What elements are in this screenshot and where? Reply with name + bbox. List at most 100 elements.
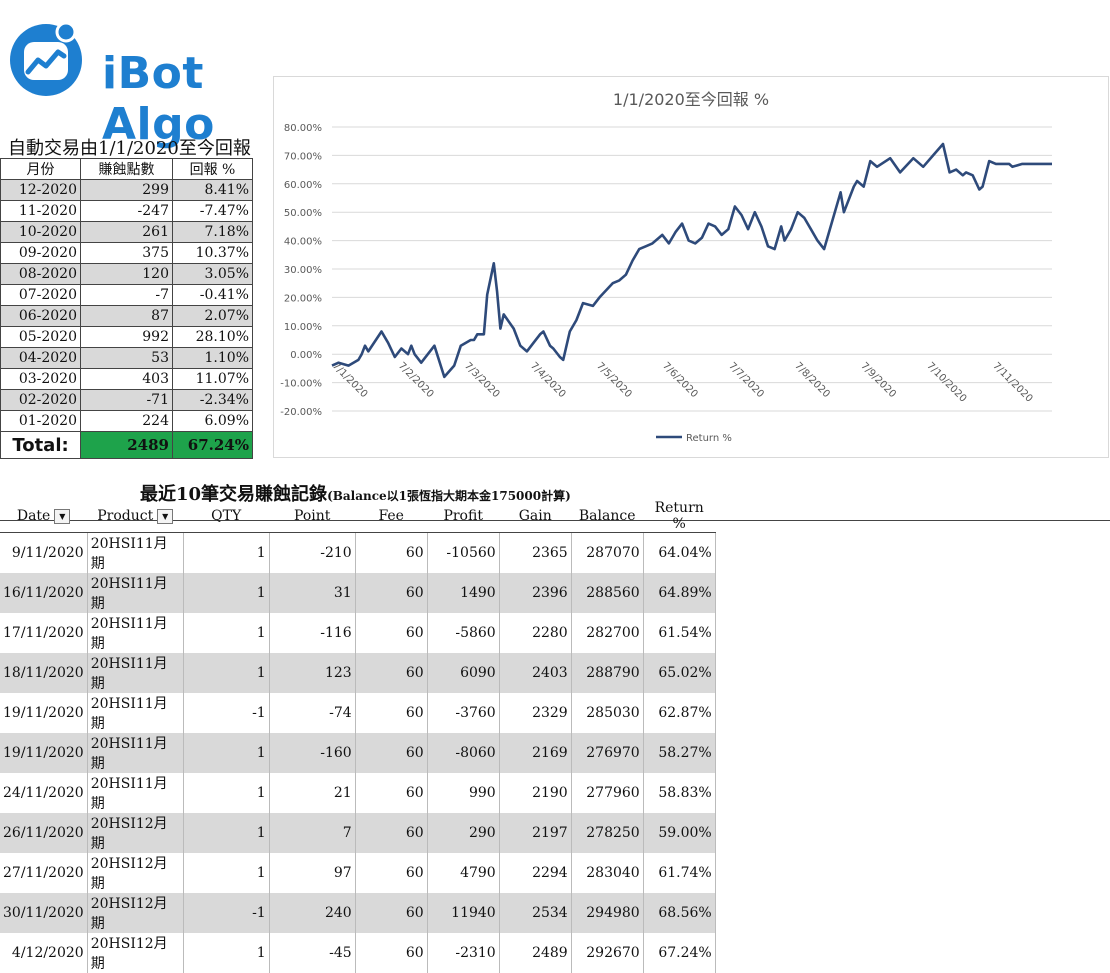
return-cell: 7.18% xyxy=(172,221,253,243)
month-cell: 01-2020 xyxy=(0,410,81,432)
product-cell: 20HSI11月期 xyxy=(87,733,184,773)
date-cell: 27/11/2020 xyxy=(0,853,88,893)
product-cell: 20HSI12月期 xyxy=(87,893,184,933)
qty-cell: 1 xyxy=(183,613,270,653)
y-tick-label: 60.00% xyxy=(284,180,322,191)
month-cell: 12-2020 xyxy=(0,179,81,201)
product-cell: 20HSI11月期 xyxy=(87,653,184,693)
header-point: Point xyxy=(269,500,356,533)
points-cell: 403 xyxy=(80,368,173,390)
gain-cell: 2396 xyxy=(499,573,572,613)
y-tick-label: 80.00% xyxy=(284,123,322,134)
month-cell: 08-2020 xyxy=(0,263,81,285)
trade-row: 9/11/2020 20HSI11月期 1 -210 60 -10560 2365 28707… xyxy=(0,532,716,573)
balance-cell: 288560 xyxy=(571,573,644,613)
month-cell: 10-2020 xyxy=(0,221,81,243)
brand-logo: iBot Algo xyxy=(8,18,268,150)
profit-cell: 290 xyxy=(427,813,500,853)
monthly-row: 04-2020 53 1.10% xyxy=(0,347,253,369)
gain-cell: 2534 xyxy=(499,893,572,933)
monthly-row: 07-2020 -7 -0.41% xyxy=(0,284,253,306)
qty-cell: 1 xyxy=(183,573,270,613)
header-product-label: Product xyxy=(97,508,154,524)
qty-cell: 1 xyxy=(183,813,270,853)
header-month: 月份 xyxy=(0,158,81,180)
month-cell: 03-2020 xyxy=(0,368,81,390)
chart-title: 1/1/2020至今回報 % xyxy=(613,90,769,109)
qty-cell: 1 xyxy=(183,773,270,813)
product-cell: 20HSI12月期 xyxy=(87,853,184,893)
fee-cell: 60 xyxy=(355,733,428,773)
return-pct-cell: 58.27% xyxy=(643,733,716,773)
monthly-header-row: 月份 賺蝕點數 回報 % xyxy=(0,158,253,180)
trade-row: 19/11/2020 20HSI11月期 1 -160 60 -8060 2169 27697… xyxy=(0,733,716,773)
date-cell: 24/11/2020 xyxy=(0,773,88,813)
header-return: 回報 % xyxy=(172,158,253,180)
monthly-row: 10-2020 261 7.18% xyxy=(0,221,253,243)
x-tick-label: 7/5/2020 xyxy=(594,361,634,401)
fee-cell: 60 xyxy=(355,813,428,853)
x-tick-label: 7/8/2020 xyxy=(792,361,832,401)
x-tick-label: 7/3/2020 xyxy=(462,361,502,401)
gain-cell: 2169 xyxy=(499,733,572,773)
return-pct-cell: 68.56% xyxy=(643,893,716,933)
month-cell: 11-2020 xyxy=(0,200,81,222)
fee-cell: 60 xyxy=(355,933,428,973)
return-cell: 11.07% xyxy=(172,368,253,390)
return-cell: -2.34% xyxy=(172,389,253,411)
point-cell: -210 xyxy=(269,532,356,573)
trade-row: 18/11/2020 20HSI11月期 1 123 60 6090 2403 288790 6… xyxy=(0,653,716,693)
y-tick-label: -20.00% xyxy=(280,407,322,418)
trade-row: 24/11/2020 20HSI11月期 1 21 60 990 2190 277960 58.… xyxy=(0,773,716,813)
qty-cell: -1 xyxy=(183,893,270,933)
date-cell: 19/11/2020 xyxy=(0,693,88,733)
y-tick-label: 40.00% xyxy=(284,237,322,248)
return-chart-svg: 1/1/2020至今回報 % 80.00% 70.00% 60.00% 50.00% 40… xyxy=(280,90,1052,444)
gain-cell: 2294 xyxy=(499,853,572,893)
return-pct-cell: 59.00% xyxy=(643,813,716,853)
return-cell: -7.47% xyxy=(172,200,253,222)
product-filter-dropdown-icon[interactable]: ▼ xyxy=(157,508,174,524)
legend-entry: Return % xyxy=(686,433,732,444)
qty-cell: 1 xyxy=(183,653,270,693)
month-cell: 06-2020 xyxy=(0,305,81,327)
header-points: 賺蝕點數 xyxy=(80,158,173,180)
profit-cell: 4790 xyxy=(427,853,500,893)
monthly-row: 08-2020 120 3.05% xyxy=(0,263,253,285)
header-gain: Gain xyxy=(499,500,572,533)
return-cell: 2.07% xyxy=(172,305,253,327)
monthly-row: 05-2020 992 28.10% xyxy=(0,326,253,348)
x-tick-label: 7/9/2020 xyxy=(858,361,898,401)
profit-cell: -5860 xyxy=(427,613,500,653)
y-tick-label: 0.00% xyxy=(290,350,322,361)
header-balance: Balance xyxy=(571,500,644,533)
total-points: 2489 xyxy=(80,431,173,459)
profit-cell: 6090 xyxy=(427,653,500,693)
header-profit: Profit xyxy=(427,500,500,533)
qty-cell: 1 xyxy=(183,733,270,773)
series-line xyxy=(331,142,1052,379)
return-cell: 3.05% xyxy=(172,263,253,285)
product-cell: 20HSI11月期 xyxy=(87,693,184,733)
month-cell: 04-2020 xyxy=(0,347,81,369)
point-cell: 21 xyxy=(269,773,356,813)
monthly-row: 12-2020 299 8.41% xyxy=(0,179,253,201)
point-cell: -45 xyxy=(269,933,356,973)
return-cell: 6.09% xyxy=(172,410,253,432)
trade-row: 16/11/2020 20HSI11月期 1 31 60 1490 2396 288560 64… xyxy=(0,573,716,613)
balance-cell: 294980 xyxy=(571,893,644,933)
point-cell: -74 xyxy=(269,693,356,733)
points-cell: 299 xyxy=(80,179,173,201)
header-date: Date ▼ xyxy=(0,500,88,533)
gain-cell: 2280 xyxy=(499,613,572,653)
date-filter-dropdown-icon[interactable]: ▼ xyxy=(54,508,71,524)
point-cell: -160 xyxy=(269,733,356,773)
y-tick-label: 50.00% xyxy=(284,208,322,219)
date-cell: 26/11/2020 xyxy=(0,813,88,853)
points-cell: 120 xyxy=(80,263,173,285)
points-cell: 992 xyxy=(80,326,173,348)
profit-cell: -3760 xyxy=(427,693,500,733)
x-tick-label: 7/1/2020 xyxy=(330,361,370,401)
x-tick-label: 7/2/2020 xyxy=(396,361,436,401)
trades-subtitle: (Balance以1張恆指大期本金175000計算) xyxy=(327,489,571,503)
